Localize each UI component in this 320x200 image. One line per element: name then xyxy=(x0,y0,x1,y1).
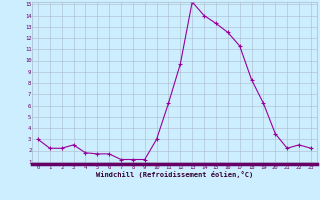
X-axis label: Windchill (Refroidissement éolien,°C): Windchill (Refroidissement éolien,°C) xyxy=(96,171,253,178)
